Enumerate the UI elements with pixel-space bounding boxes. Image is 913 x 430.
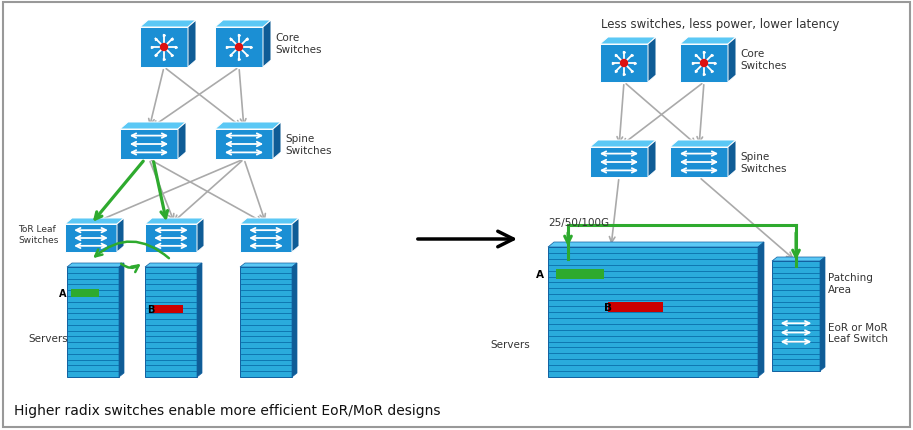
Polygon shape — [117, 218, 124, 252]
Bar — [120, 130, 178, 160]
Polygon shape — [263, 21, 271, 68]
Polygon shape — [648, 141, 656, 178]
Polygon shape — [197, 264, 202, 377]
Text: Core
Switches: Core Switches — [740, 49, 786, 71]
Bar — [590, 147, 648, 178]
Bar — [67, 267, 119, 377]
Bar — [600, 45, 648, 83]
Polygon shape — [728, 38, 736, 83]
Text: Servers: Servers — [490, 340, 530, 350]
Polygon shape — [820, 258, 825, 371]
Text: Core
Switches: Core Switches — [275, 33, 321, 55]
Text: EoR or MoR
Leaf Switch: EoR or MoR Leaf Switch — [828, 322, 888, 344]
Polygon shape — [145, 218, 204, 224]
Bar — [680, 45, 728, 83]
Polygon shape — [292, 218, 299, 252]
Polygon shape — [670, 141, 736, 147]
Polygon shape — [119, 264, 124, 377]
Bar — [215, 130, 273, 160]
Text: ToR Leaf
Switches: ToR Leaf Switches — [18, 225, 58, 244]
Polygon shape — [120, 123, 186, 130]
Polygon shape — [758, 243, 764, 377]
Bar — [71, 289, 99, 297]
Text: Higher radix switches enable more efficient EoR/MoR designs: Higher radix switches enable more effici… — [14, 403, 440, 417]
Polygon shape — [215, 123, 281, 130]
Polygon shape — [140, 21, 196, 28]
Polygon shape — [67, 264, 124, 267]
Bar — [240, 224, 292, 252]
Polygon shape — [292, 264, 297, 377]
Text: 25/50/100G: 25/50/100G — [548, 218, 609, 227]
Polygon shape — [273, 123, 281, 160]
Text: Spine
Switches: Spine Switches — [740, 152, 786, 173]
Circle shape — [700, 60, 708, 68]
Polygon shape — [145, 264, 202, 267]
Bar — [215, 28, 263, 68]
Bar — [145, 224, 197, 252]
Polygon shape — [772, 258, 825, 261]
Text: B: B — [147, 304, 154, 314]
Text: Spine
Switches: Spine Switches — [285, 134, 331, 155]
Polygon shape — [215, 21, 271, 28]
Circle shape — [161, 44, 167, 51]
Bar — [556, 269, 604, 280]
Text: B: B — [604, 302, 612, 312]
Text: A: A — [536, 269, 544, 280]
Bar — [153, 305, 183, 313]
Bar — [145, 267, 197, 377]
Polygon shape — [188, 21, 196, 68]
Text: A: A — [59, 289, 67, 298]
Polygon shape — [240, 264, 297, 267]
Polygon shape — [197, 218, 204, 252]
Polygon shape — [590, 141, 656, 147]
Text: Less switches, less power, lower latency: Less switches, less power, lower latency — [601, 18, 839, 31]
Text: Patching
Area: Patching Area — [828, 273, 873, 294]
Polygon shape — [65, 218, 124, 224]
Polygon shape — [600, 38, 656, 45]
Bar — [548, 247, 758, 377]
Bar — [670, 147, 728, 178]
Bar — [240, 267, 292, 377]
Bar — [140, 28, 188, 68]
Circle shape — [621, 60, 627, 68]
Circle shape — [236, 44, 243, 51]
Polygon shape — [548, 243, 764, 247]
Bar — [65, 224, 117, 252]
Polygon shape — [728, 141, 736, 178]
Polygon shape — [240, 218, 299, 224]
Polygon shape — [648, 38, 656, 83]
Polygon shape — [178, 123, 186, 160]
Text: Servers: Servers — [28, 334, 68, 344]
Polygon shape — [680, 38, 736, 45]
Bar — [772, 261, 820, 371]
Bar — [608, 302, 663, 312]
